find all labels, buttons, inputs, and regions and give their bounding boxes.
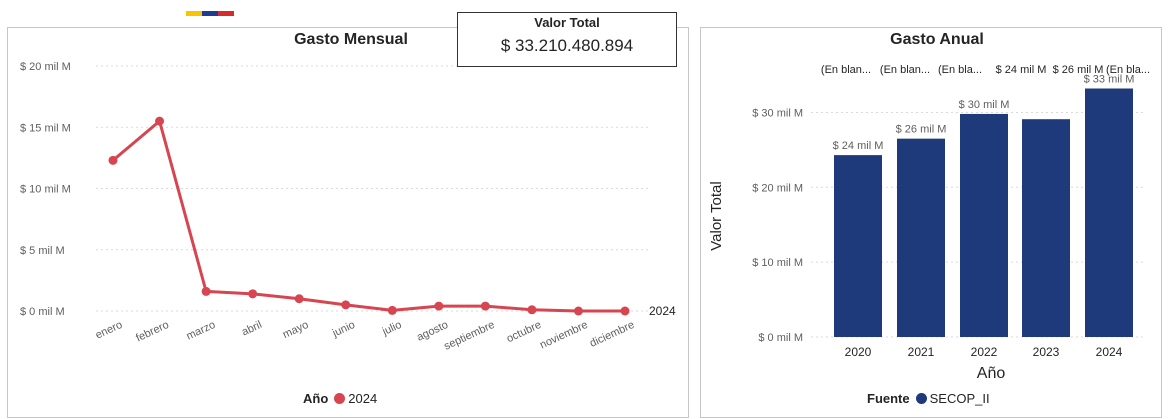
data-point bbox=[387, 305, 397, 315]
monthly-legend: Año 2024 bbox=[303, 391, 377, 406]
total-value-amount: $ 33.210.480.894 bbox=[500, 36, 634, 55]
x-tick-label: 2021 bbox=[908, 345, 935, 359]
header-label: (En blan... bbox=[821, 64, 871, 76]
bar bbox=[1085, 88, 1133, 338]
x-tick-label: julio bbox=[380, 319, 404, 339]
header-label: $ 24 mil M bbox=[996, 64, 1047, 76]
series-end-label: 2024 bbox=[649, 304, 676, 318]
x-axis-title: Año bbox=[977, 365, 1006, 382]
data-point bbox=[248, 289, 258, 299]
bar bbox=[1022, 119, 1070, 337]
y-tick-label: $ 0 mil M bbox=[20, 306, 65, 318]
x-tick-label: diciembre bbox=[588, 319, 636, 350]
header-label: $ 26 mil M bbox=[1053, 64, 1104, 76]
y-axis-title: Valor Total bbox=[708, 181, 725, 251]
bar-data-label: $ 26 mil M bbox=[896, 124, 947, 136]
data-point bbox=[108, 155, 118, 165]
header-label: (En blan... bbox=[880, 64, 930, 76]
header-label: (En bla... bbox=[1106, 64, 1150, 76]
x-tick-label: noviembre bbox=[538, 319, 590, 352]
total-value-title: Valor Total bbox=[534, 15, 600, 30]
series-line-2024 bbox=[112, 119, 625, 313]
annual-chart-title: Gasto Anual bbox=[890, 31, 984, 48]
y-tick-label: $ 0 mil M bbox=[758, 332, 803, 344]
bar-data-label: $ 33 mil M bbox=[1084, 74, 1135, 86]
y-tick-label: $ 30 mil M bbox=[752, 107, 803, 119]
x-tick-label: febrero bbox=[134, 319, 171, 345]
bar bbox=[897, 138, 945, 337]
x-tick-label: 2022 bbox=[971, 345, 998, 359]
x-tick-label: junio bbox=[330, 319, 357, 340]
x-tick-label: 2023 bbox=[1033, 345, 1060, 359]
monthly-spend-visual[interactable]: Gasto Mensual $ 0 mil M $ 5 mil M $ 10 mil… bbox=[7, 27, 689, 418]
x-tick-label: marzo bbox=[185, 319, 218, 343]
flag-decoration bbox=[186, 11, 234, 16]
bar bbox=[960, 113, 1008, 338]
annual-bar-chart: $ 0 mil M $ 10 mil M $ 20 mil M $ 30 mil M 2… bbox=[708, 64, 1150, 382]
data-point bbox=[201, 286, 211, 296]
x-tick-label: abril bbox=[240, 319, 264, 339]
flag-stripe-red bbox=[218, 11, 234, 16]
data-point bbox=[294, 294, 304, 304]
data-point bbox=[573, 306, 583, 316]
flag-stripe-yellow bbox=[186, 11, 202, 16]
annual-spend-visual[interactable]: Gasto Anual $ 0 mil M $ 10 mil M $ 20 mil … bbox=[700, 27, 1162, 418]
monthly-legend-title: Año bbox=[303, 391, 329, 406]
y-tick-label: $ 10 mil M bbox=[752, 257, 803, 269]
total-value-card[interactable]: Valor Total $ 33.210.480.894 bbox=[457, 12, 677, 67]
y-tick-label: $ 20 mil M bbox=[752, 182, 803, 194]
y-tick-label: $ 5 mil M bbox=[20, 245, 65, 257]
x-tick-label: mayo bbox=[281, 319, 310, 341]
header-label: (En bla... bbox=[938, 64, 982, 76]
y-tick-label: $ 15 mil M bbox=[20, 122, 71, 134]
bar bbox=[834, 155, 882, 337]
x-tick-label: septiembre bbox=[442, 319, 496, 353]
data-point bbox=[480, 301, 490, 311]
data-point bbox=[155, 116, 165, 126]
monthly-chart-title: Gasto Mensual bbox=[294, 31, 408, 48]
monthly-line-chart: $ 0 mil M $ 5 mil M $ 10 mil M $ 15 mil M $ … bbox=[20, 61, 676, 353]
data-point bbox=[620, 306, 630, 316]
annual-legend-title: Fuente bbox=[867, 391, 910, 406]
data-point bbox=[341, 300, 351, 310]
x-tick-label: 2020 bbox=[845, 345, 872, 359]
bar-data-label: $ 30 mil M bbox=[959, 99, 1010, 111]
bar-data-label: $ 24 mil M bbox=[833, 140, 884, 152]
legend-dot-secop bbox=[915, 393, 927, 404]
x-tick-label: 2024 bbox=[1096, 345, 1123, 359]
y-tick-label: $ 20 mil M bbox=[20, 61, 71, 73]
legend-dot-2024 bbox=[334, 393, 346, 404]
flag-stripe-blue bbox=[202, 11, 218, 16]
annual-legend-entry[interactable]: SECOP_II bbox=[929, 391, 990, 406]
y-tick-label: $ 10 mil M bbox=[20, 184, 71, 196]
monthly-legend-entry[interactable]: 2024 bbox=[348, 391, 378, 406]
annual-legend: Fuente SECOP_II bbox=[867, 391, 990, 406]
data-point bbox=[434, 301, 444, 311]
data-point bbox=[527, 305, 537, 315]
x-tick-label: enero bbox=[94, 319, 125, 342]
